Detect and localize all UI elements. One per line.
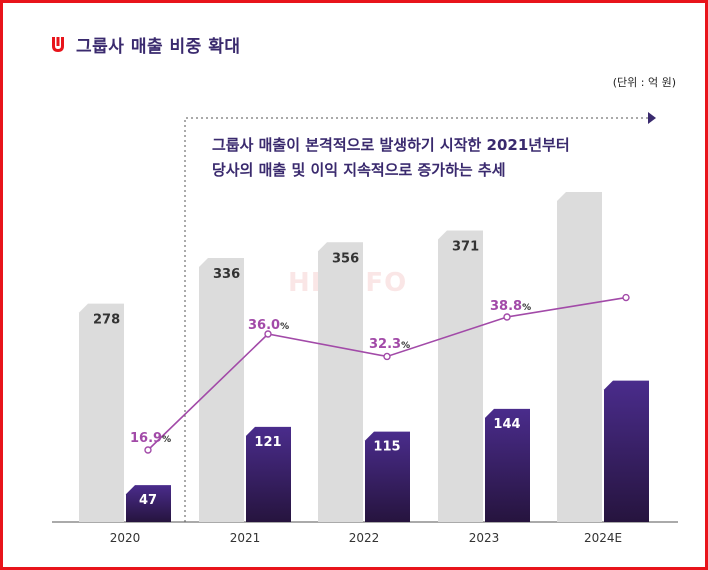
x-tick-label: 2021	[230, 531, 261, 545]
group-revenue-label: 144	[493, 417, 520, 432]
group-revenue-label: 47	[139, 493, 157, 508]
total-revenue-label: 336	[213, 267, 240, 282]
group-revenue-bar	[604, 380, 649, 522]
group-revenue-bar	[365, 431, 410, 522]
bracket-arrow-icon	[648, 112, 656, 124]
group-revenue-bar	[246, 426, 291, 522]
chart-title-area: 그룹사 매출 비중 확대	[50, 32, 241, 57]
total-revenue-label: 356	[332, 251, 359, 266]
group-revenue-bar	[126, 485, 171, 522]
share-point	[503, 313, 511, 321]
share-point	[264, 330, 272, 338]
total-revenue-label: 371	[452, 240, 479, 255]
group-revenue-label: 115	[373, 440, 400, 455]
annotation-line-2: 당사의 매출 및 이익 지속적으로 증가하는 추세	[212, 161, 506, 179]
total-revenue-label: 278	[93, 313, 120, 328]
total-revenue-bar	[79, 303, 124, 522]
total-revenue-bar	[318, 242, 363, 523]
share-point	[144, 446, 152, 454]
annotation-line-1: 그룹사 매출이 본격적으로 발생하기 시작한 2021년부터	[212, 136, 570, 154]
group-revenue-bar	[485, 408, 530, 522]
share-label: 38.8%	[490, 299, 531, 314]
logo-icon	[52, 36, 64, 52]
total-revenue-bar	[438, 230, 483, 522]
share-point	[383, 352, 391, 361]
share-label: 16.9%	[130, 431, 171, 446]
x-tick-label: 2022	[349, 531, 380, 545]
total-revenue-bar	[557, 192, 602, 522]
annotation-text: 그룹사 매출이 본격적으로 발생하기 시작한 2021년부터 당사의 매출 및 …	[212, 133, 570, 183]
unit-label: (단위 : 억 원)	[612, 76, 676, 89]
share-label: 32.3%	[369, 337, 410, 352]
total-revenue-bar	[199, 258, 244, 522]
chart-title: 그룹사 매출 비중 확대	[76, 37, 241, 57]
x-tick-label: 2023	[469, 531, 500, 545]
x-tick-label: 2024E	[584, 531, 622, 545]
share-point	[622, 293, 630, 302]
x-tick-label: 2020	[110, 531, 141, 545]
group-revenue-label: 121	[254, 435, 281, 450]
share-label: 36.0%	[248, 318, 289, 333]
